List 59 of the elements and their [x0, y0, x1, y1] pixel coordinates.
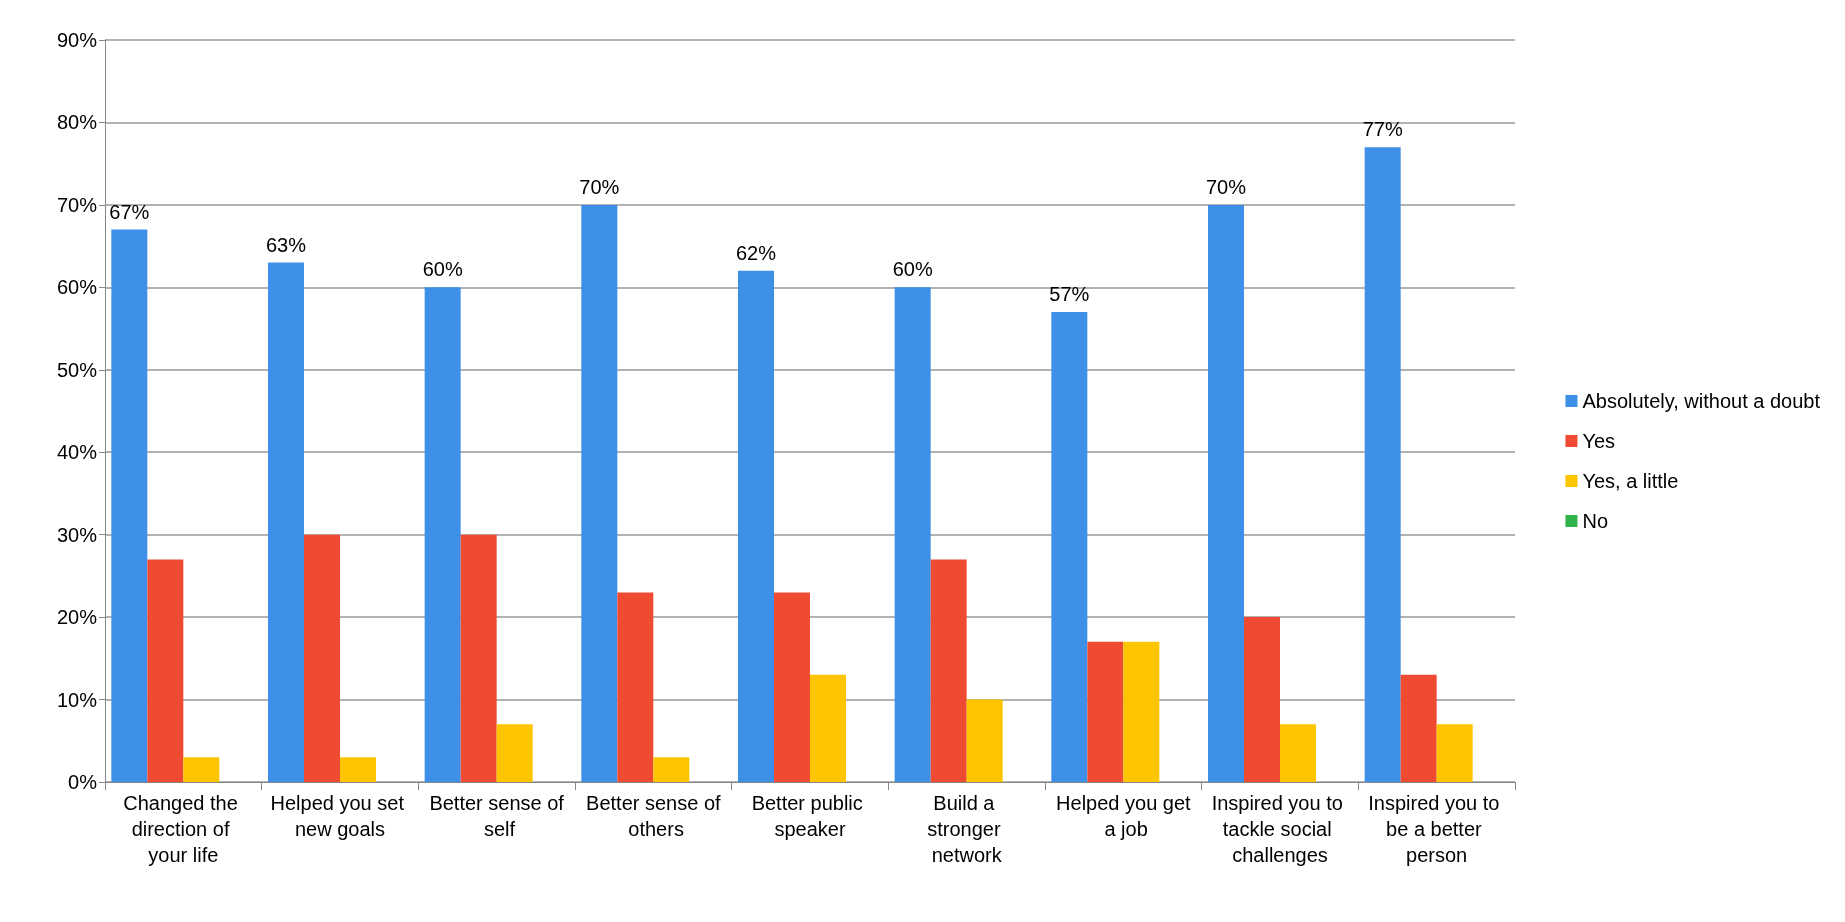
bar — [810, 674, 846, 782]
bar — [147, 559, 184, 782]
bar — [1208, 204, 1244, 782]
bar — [930, 559, 967, 782]
y-tick-label: 50% — [56, 358, 98, 381]
bar — [1436, 724, 1473, 782]
legend-label: Yes, a little — [1582, 470, 1679, 492]
bar — [424, 287, 461, 782]
x-tick-label: Better sense of self — [429, 792, 565, 840]
bar — [774, 592, 810, 782]
x-tick-label: Helped you get a job — [1056, 792, 1192, 840]
bar — [617, 592, 654, 782]
bar — [340, 757, 376, 782]
y-tick-label: 40% — [56, 441, 98, 464]
x-tick-label: Better public speaker — [751, 792, 869, 840]
x-tick-label: Inspired you to tackle social challenges — [1211, 792, 1349, 866]
bar — [966, 699, 1003, 782]
bar — [1087, 641, 1124, 782]
bar — [1280, 724, 1316, 782]
bar — [1244, 617, 1280, 782]
bar — [183, 757, 220, 782]
bar — [460, 534, 497, 782]
bar — [1051, 312, 1088, 782]
y-tick-label: 10% — [56, 688, 98, 711]
x-tick-label: Inspired you to be a better person — [1368, 792, 1506, 866]
bar — [304, 534, 340, 782]
y-tick-label: 20% — [56, 606, 98, 629]
data-label: 60% — [422, 258, 463, 281]
bar — [1364, 147, 1401, 782]
data-label: 62% — [735, 241, 777, 264]
data-label: 57% — [1049, 283, 1090, 306]
x-tick-label: Helped you set new goals — [270, 792, 410, 840]
data-label: 77% — [1362, 118, 1403, 141]
data-label: 70% — [1205, 175, 1247, 198]
bar — [111, 229, 148, 782]
data-label: 67% — [109, 200, 150, 223]
y-tick-label: 90% — [56, 29, 98, 51]
bar — [653, 757, 690, 782]
data-label: 70% — [579, 175, 620, 198]
y-tick-label: 60% — [56, 276, 98, 299]
y-tick-label: 30% — [56, 523, 98, 546]
data-label: 63% — [265, 233, 307, 256]
bar — [496, 724, 533, 782]
y-tick-label: 80% — [56, 111, 98, 134]
data-label: 60% — [892, 258, 933, 281]
legend-label: No — [1582, 510, 1609, 532]
y-tick-label: 70% — [56, 193, 98, 216]
x-tick-label: Changed the direction of your life — [123, 792, 244, 866]
bar — [581, 204, 618, 782]
x-tick-label: Build a stronger network — [927, 792, 1007, 866]
bar — [894, 287, 931, 782]
bar — [1123, 641, 1160, 782]
bar — [268, 262, 304, 782]
bar — [738, 270, 774, 782]
bar — [1400, 674, 1437, 782]
legend-label: Absolutely, without a doubt — [1582, 390, 1821, 412]
x-tick-label: Better sense of others — [586, 792, 722, 840]
y-tick-label: 0% — [68, 771, 98, 793]
legend-label: Yes — [1582, 430, 1616, 452]
